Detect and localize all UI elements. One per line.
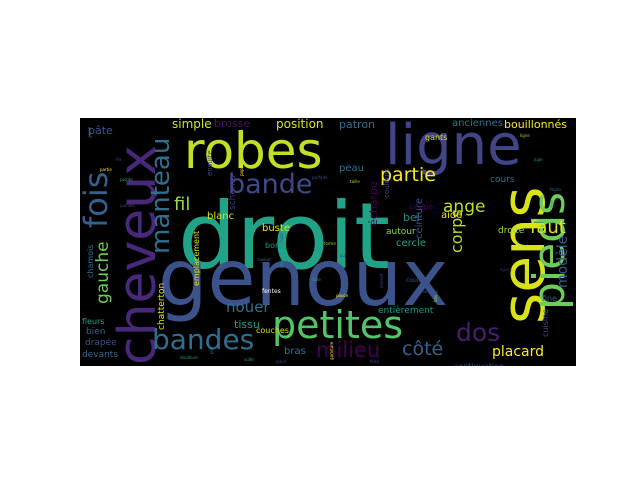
cloud-word-small: aller [549,199,554,208]
cloud-word: genoux [158,234,449,324]
cloud-word: nouer [226,298,270,316]
cloud-word-small: pouce [336,293,349,298]
cloud-word-small: papier [239,163,244,176]
cloud-word: aide [441,210,463,221]
cloud-word-small: plis [209,347,214,354]
cloud-word: blanc [207,211,235,222]
cloud-word-small: taille [350,179,360,184]
cloud-word: tissu [234,318,260,331]
cloud-word-small: tulle [312,277,321,282]
cloud-word-small: fond [370,359,379,364]
cloud-word: gants [425,133,448,142]
cloud-word: couleur [406,277,429,284]
cloud-word-small: façon [550,187,562,192]
cloud-word: droite [498,226,525,236]
cloud-word: bandes [152,323,255,356]
cloud-word: fleurs [82,317,105,326]
cloud-word-small: pièce [276,359,287,364]
cloud-word-small: endroit [379,273,384,288]
cloud-word: chamois [86,244,95,278]
cloud-word: ligne [385,118,522,178]
cloud-word: bouillonnés [504,118,568,131]
cloud-word: ensuite [206,150,214,176]
cloud-word: devants [82,350,119,360]
cloud-word-small: forme [324,241,336,246]
cloud-word: cours [490,175,515,185]
cloud-word: cercle [396,238,426,249]
cloud-word-small: noeud [258,257,271,262]
cloud-word: chatterton [157,282,167,330]
cloud-word: milieu [316,338,381,362]
cloud-word-small: pointe [120,177,133,182]
cloud-word: dos [456,318,501,347]
cloud-word-small: laine [279,258,284,268]
cloud-word: bras [284,346,306,357]
cloud-word-small: garniture [329,341,334,360]
cloud-word: droit [178,183,391,290]
cloud-word: simple [172,118,212,131]
cloud-word-small: partie [100,167,112,172]
cloud-word: manteau [146,137,176,254]
cloud-word: brosse [214,118,251,130]
cloud-word: modèle [555,235,571,288]
cloud-word: gauche [93,241,113,304]
cloud-word: pâte [88,124,113,137]
cloud-word: fine [542,294,558,303]
cloud-word-small: légère [289,175,294,188]
cloud-word: robes [184,122,323,180]
cloud-word-small: bas [433,294,438,302]
cloud-word: entièrement [378,306,434,316]
cloud-word: faut [530,217,566,238]
cloud-word-small: cuir [340,253,348,258]
cloud-word: cuisine [541,308,550,337]
cloud-word: drapée [85,338,117,348]
cloud-word: bel [403,211,420,224]
cloud-word-small: suite [244,357,254,362]
cloud-word: placard [492,344,545,360]
cloud-word: schéma [228,174,238,210]
cloud-word-small: ligne [520,133,530,138]
cloud-word: autour [386,227,416,237]
cloud-word: bien [86,327,106,337]
cloud-word: écharpe [367,181,380,226]
cloud-word: coupe [409,202,434,211]
cloud-word: anciennes [452,118,503,129]
cloud-word: fil [174,194,191,215]
cloud-word: bande [228,169,313,200]
cloud-word: petites [272,303,404,347]
cloud-word: partie [380,164,436,186]
cloud-word: côté [402,338,444,360]
cloud-word: continuation [454,363,504,367]
cloud-word: couleurs [383,168,391,198]
cloud-word: bord [265,241,284,250]
cloud-word: ange [443,197,486,217]
cloud-word-small: gaine [87,126,92,138]
cloud-word-small: doublure [180,355,198,360]
cloud-word-small: lignes [500,267,512,272]
cloud-word: fentes [262,288,281,295]
cloud-word: emplacement [192,230,201,286]
cloud-word-small: pointes [120,203,135,208]
cloud-word: couches [256,326,289,335]
cloud-word-small: manches [420,289,439,294]
cloud-word: position [276,118,324,131]
cloud-word: peau [339,163,364,174]
cloud-word: buste [262,223,290,234]
cloud-word: patron [339,118,376,131]
cloud-word-small: haut [279,232,284,242]
word-cloud: droit genoux cheveux robes ligne sens pieds pet… [80,118,576,366]
cloud-word-small: fer [116,157,122,162]
cloud-word-small: parfaite [312,175,328,180]
cloud-word: fois [80,171,115,228]
cloud-word-small: jupe [534,157,543,162]
